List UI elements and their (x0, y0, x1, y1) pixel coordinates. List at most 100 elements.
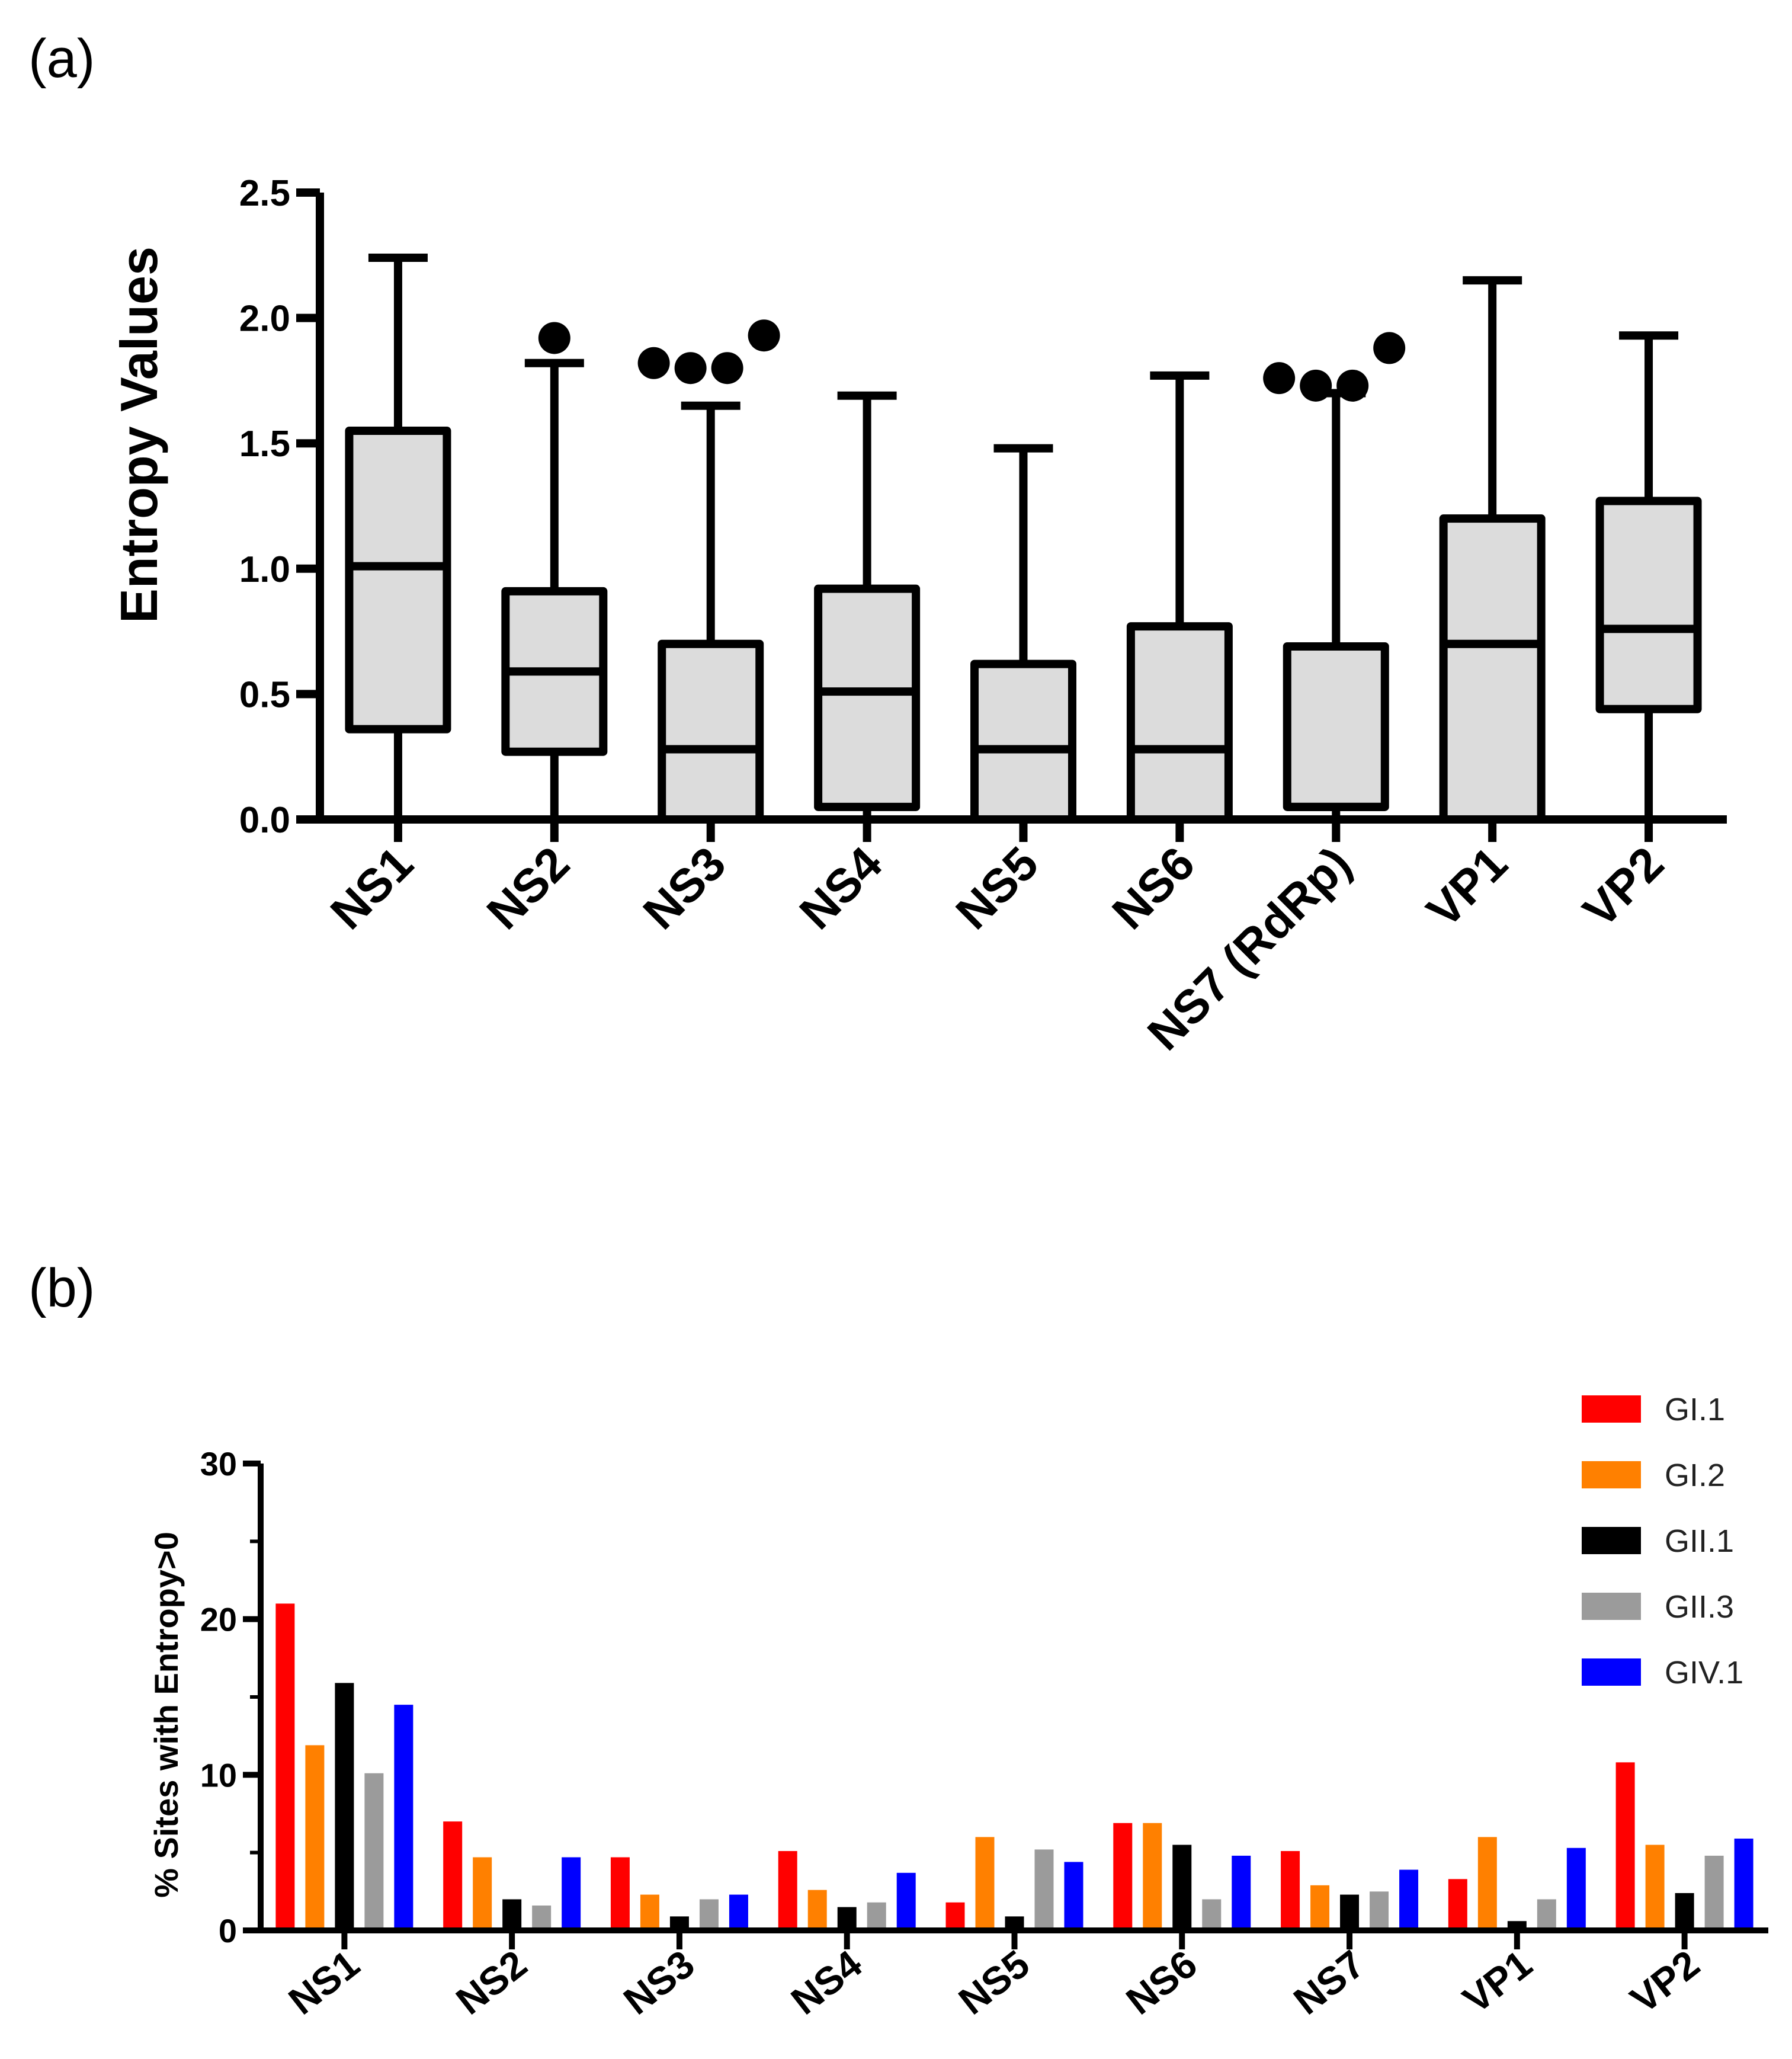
x-tick-label: NS2 (448, 1942, 535, 2023)
box-ns4 (814, 584, 921, 811)
y-tick-label: 1.5 (239, 424, 290, 465)
box-vp1 (1439, 514, 1546, 824)
y-tick-label: 2.5 (239, 173, 290, 214)
box-ns1 (345, 427, 451, 734)
y-tick-label: 1.0 (239, 549, 290, 590)
bar-giv-1-vp2 (1734, 1839, 1753, 1930)
bar-gi-1-vp1 (1448, 1879, 1467, 1930)
bar-giv-1-ns5 (1064, 1862, 1083, 1930)
bar-gi-1-ns7 (1281, 1851, 1300, 1930)
bar-giv-1-ns4 (896, 1872, 916, 1930)
x-tick-label: NS3 (616, 1942, 703, 2023)
bar-giv-1-ns1 (394, 1705, 413, 1930)
bar-gii-1-ns3 (669, 1916, 689, 1930)
x-tick-label: NS1 (320, 837, 423, 939)
outlier-point (711, 352, 743, 385)
bar-gii-3-ns5 (1034, 1849, 1054, 1930)
outlier-point (637, 347, 670, 379)
y-tick-label: 2.0 (239, 299, 290, 340)
box-vp2 (1595, 497, 1702, 713)
outlier-point (1300, 369, 1332, 402)
bar-gi-1-ns6 (1113, 1823, 1133, 1930)
bar-gi-1-ns5 (945, 1902, 965, 1930)
bar-gi-2-ns7 (1310, 1885, 1330, 1930)
x-tick-label: NS1 (280, 1942, 367, 2023)
box-ns5 (970, 659, 1076, 824)
bar-gii-1-ns5 (1005, 1916, 1024, 1930)
panel-b-label: (b) (28, 1258, 95, 1318)
bar-gii-1-ns7 (1340, 1894, 1360, 1930)
bar-gi-2-ns4 (807, 1890, 827, 1930)
y-tick-label: 10 (200, 1756, 237, 1794)
bar-gi-2-ns2 (473, 1857, 492, 1930)
y-axis-title-b: % Sites with Entropy>0 (148, 1532, 185, 1898)
x-tick-label: NS5 (950, 1942, 1037, 2023)
bar-gi-1-ns1 (275, 1603, 295, 1930)
outlier-point (1263, 362, 1296, 395)
bar-giv-1-ns2 (562, 1857, 581, 1930)
x-tick-label: NS2 (477, 837, 579, 939)
legend-label: GII.1 (1665, 1523, 1734, 1559)
box-plot-entropy: 0.0 0.5 1.0 1.5 2.0 2.5 Entropy Values NS1 NS2 NS… (110, 173, 1727, 1060)
y-tick-label: 0 (219, 1912, 237, 1949)
bar-gii-3-ns4 (867, 1902, 886, 1930)
bar-giv-1-ns3 (729, 1894, 748, 1930)
bar-gii-3-ns6 (1202, 1899, 1222, 1930)
bar-gii-3-vp2 (1704, 1855, 1724, 1930)
y-axis-title-a: Entropy Values (110, 246, 168, 623)
bar-gii-3-ns1 (364, 1773, 384, 1930)
x-tick-label: VP1 (1416, 837, 1517, 937)
bar-gii-1-ns1 (335, 1683, 354, 1930)
bar-gi-2-ns1 (305, 1745, 325, 1930)
bar-gii-3-ns2 (532, 1905, 552, 1930)
bar-gi-2-ns5 (975, 1837, 995, 1930)
x-tick-label: VP2 (1573, 837, 1674, 937)
x-tick-label: NS3 (633, 837, 736, 939)
bar-gi-2-ns3 (640, 1894, 659, 1930)
x-tick-label: NS4 (790, 837, 892, 939)
bar-gi-2-ns6 (1143, 1823, 1162, 1930)
bar-gii-1-vp2 (1675, 1893, 1694, 1930)
bar-giv-1-ns6 (1232, 1855, 1251, 1930)
x-tick-label: NS5 (946, 837, 1049, 939)
bar-giv-1-vp1 (1566, 1847, 1586, 1930)
legend-label: GII.3 (1665, 1589, 1734, 1625)
x-tick-label: NS6 (1118, 1942, 1205, 2023)
outlier-point (1373, 332, 1406, 364)
bar-gii-1-ns4 (837, 1907, 857, 1930)
outlier-point (538, 322, 570, 354)
y-tick-label: 20 (200, 1601, 237, 1638)
outlier-point (748, 319, 780, 352)
bar-gi-2-vp1 (1477, 1837, 1497, 1930)
bar-gii-3-ns3 (699, 1899, 719, 1930)
x-tick-label: NS6 (1102, 837, 1204, 939)
x-tick-label: VP2 (1622, 1942, 1707, 2022)
panel-a-label: (a) (28, 28, 95, 89)
bar-gii-3-ns7 (1370, 1891, 1389, 1930)
outlier-point (1336, 369, 1369, 402)
legend-label: GIV.1 (1665, 1655, 1743, 1690)
bar-gii-3-vp1 (1537, 1899, 1556, 1930)
bar-gii-1-ns6 (1172, 1845, 1192, 1930)
y-tick-label: 0.0 (239, 800, 290, 841)
y-tick-label: 30 (200, 1445, 237, 1482)
legend-label: GI.2 (1665, 1458, 1725, 1493)
legend-swatch-gi-1 (1582, 1395, 1641, 1423)
legend-swatch-gii-3 (1582, 1593, 1641, 1620)
box-ns6 (1126, 622, 1233, 824)
x-tick-label: VP1 (1455, 1942, 1540, 2022)
bar-gi-1-ns2 (443, 1821, 463, 1930)
box-ns7-rdrp- (1283, 642, 1389, 811)
bar-gi-1-ns4 (778, 1851, 797, 1930)
box-ns3 (658, 639, 764, 824)
legend-swatch-gii-1 (1582, 1527, 1641, 1554)
legend-label: GI.1 (1665, 1392, 1725, 1427)
legend-swatch-gi-2 (1582, 1461, 1641, 1488)
bar-chart-sites: 0 10 20 30 % Sites with Entropy>0 NS1 NS2 NS3 NS… (148, 1392, 1768, 2023)
bar-gi-1-vp2 (1615, 1762, 1635, 1930)
y-tick-label: 0.5 (239, 674, 290, 715)
bar-giv-1-ns7 (1399, 1869, 1419, 1930)
x-tick-label: NS4 (783, 1942, 870, 2023)
bar-gii-1-ns2 (502, 1899, 522, 1930)
